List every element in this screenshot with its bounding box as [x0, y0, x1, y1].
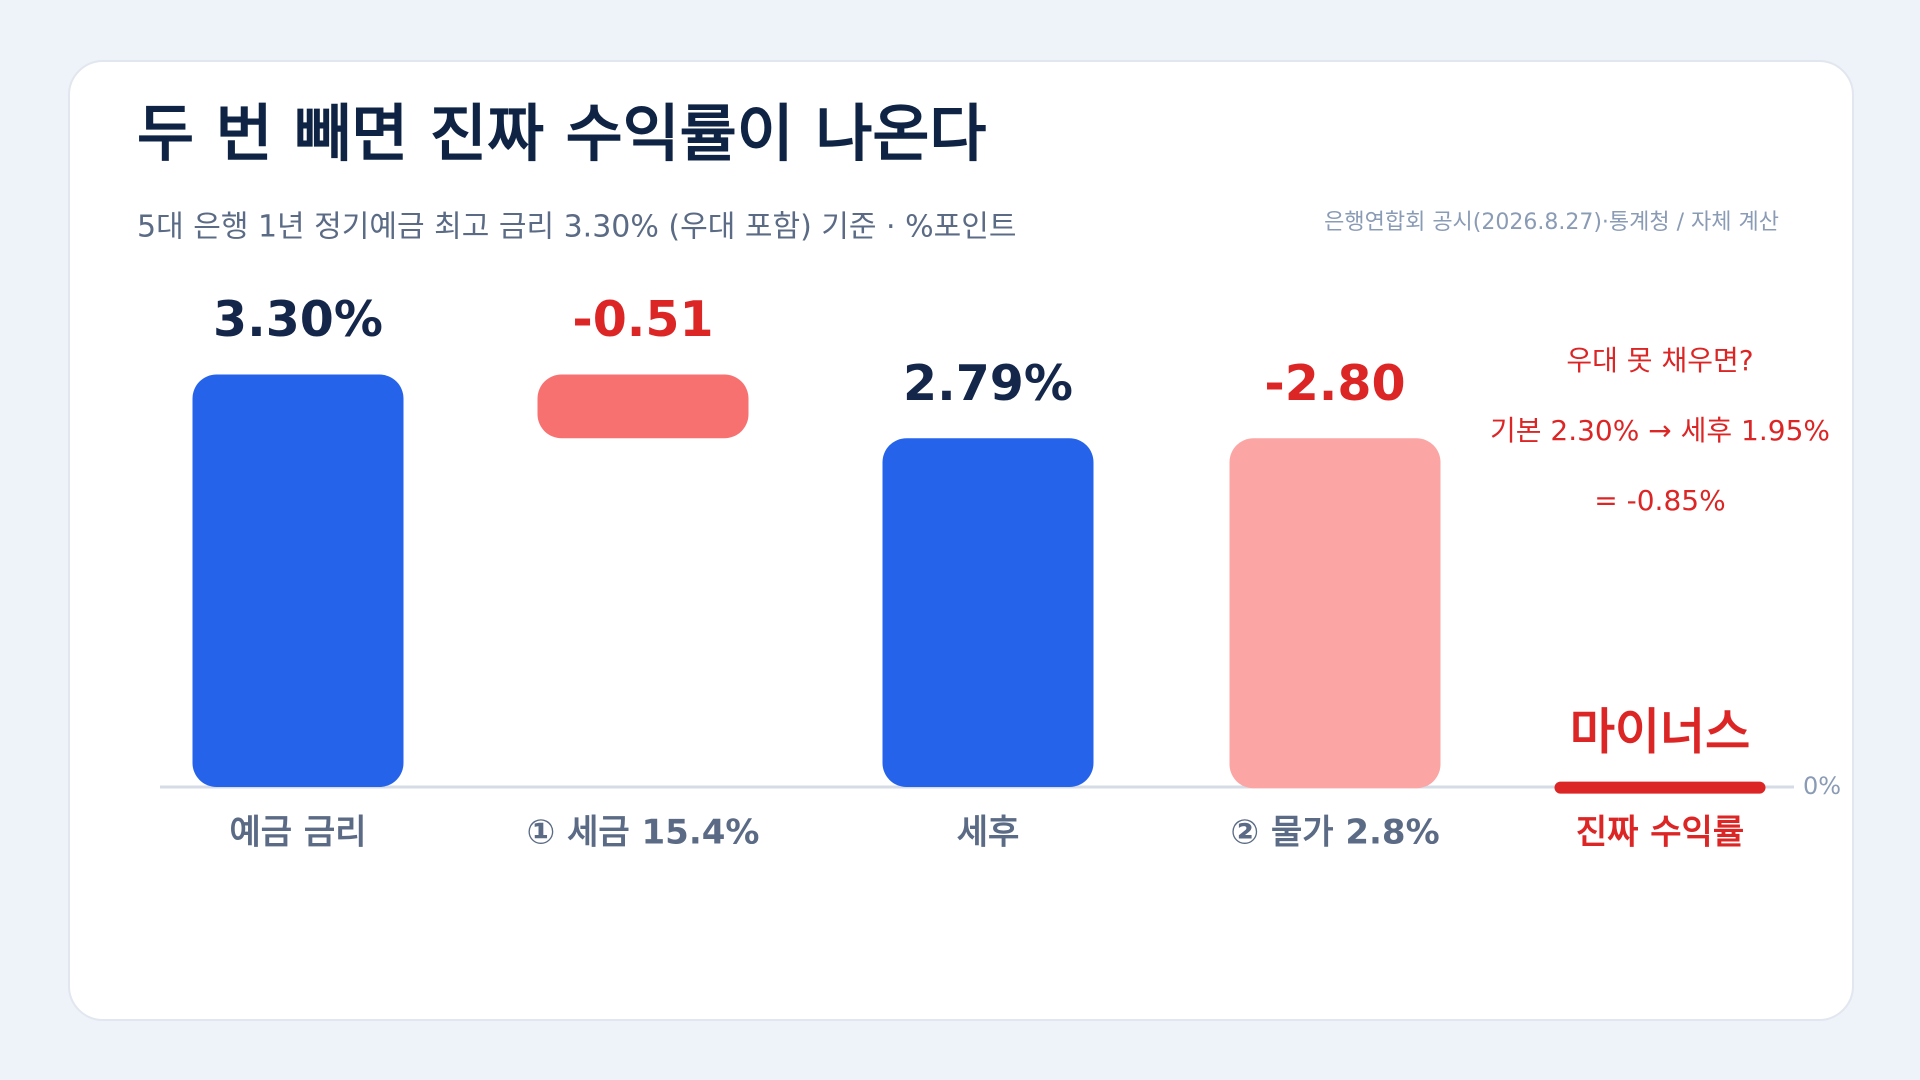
- value-label: -0.51: [572, 291, 713, 348]
- source: 은행연합회 공시(2026.8.27)·통계청 / 자체 계산: [1324, 210, 1779, 235]
- value-label: 2.79%: [903, 355, 1073, 412]
- bar: [882, 438, 1094, 787]
- bar: [1229, 438, 1441, 789]
- annotation: = -0.85%: [1594, 484, 1725, 517]
- annotation: 우대 못 채우면?: [1566, 344, 1753, 377]
- bar: [192, 374, 404, 787]
- value-label: 3.30%: [213, 291, 383, 348]
- chart-title: 두 번 빼면 진짜 수익률이 나온다: [137, 97, 986, 170]
- chart-subtitle: 5대 은행 1년 정기예금 최고 금리 3.30% (우대 포함) 기준 · %…: [137, 210, 1016, 245]
- x-tick-label: ① 세금 15.4%: [527, 813, 760, 853]
- x-tick-label: ② 물가 2.8%: [1230, 813, 1439, 853]
- bar: [537, 374, 749, 439]
- x-tick-label: 진짜 수익률: [1576, 813, 1744, 853]
- y-tick-label: 0%: [1803, 772, 1841, 800]
- annotation: 기본 2.30% → 세후 1.95%: [1490, 414, 1830, 447]
- value-label: 마이너스: [1570, 704, 1750, 761]
- x-tick-label: 예금 금리: [230, 813, 367, 853]
- x-tick-label: 세후: [957, 813, 1020, 853]
- value-label: -2.80: [1264, 355, 1405, 412]
